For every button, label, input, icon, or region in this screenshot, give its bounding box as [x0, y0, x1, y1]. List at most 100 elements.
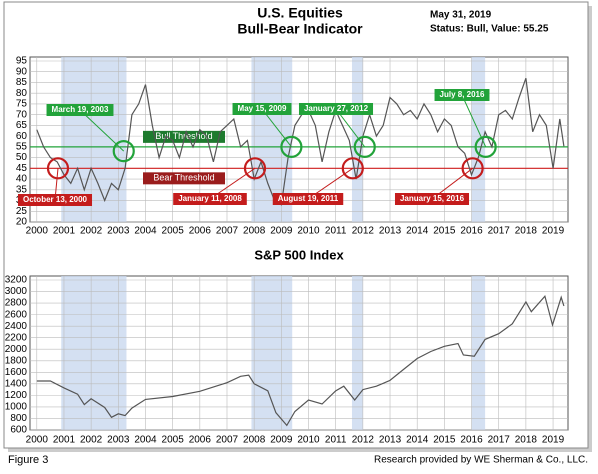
x-tick-label: 2014 [406, 226, 429, 237]
x-tick-label: 2006 [189, 435, 212, 446]
x-tick-label: 2010 [297, 226, 320, 237]
annotation-box [394, 193, 470, 205]
x-tick-label: 2005 [162, 226, 185, 237]
annotation-label: March 19, 2003 [52, 105, 109, 114]
x-tick-label: 2008 [243, 226, 266, 237]
x-tick-label: 2013 [379, 435, 402, 446]
x-tick-label: 2004 [134, 435, 157, 446]
annotation-box [173, 193, 247, 205]
annotation-leader [261, 108, 292, 148]
x-tick-label: 2019 [542, 226, 565, 237]
y-tick-label: 50 [16, 152, 28, 163]
annotation-box [46, 104, 114, 116]
x-tick-label: 2009 [270, 226, 293, 237]
y-tick-label: 1800 [5, 355, 28, 366]
x-tick-label: 2003 [107, 226, 130, 237]
x-tick-label: 2006 [189, 226, 212, 237]
y-tick-label: 55 [16, 142, 28, 153]
y-tick-label: 3200 [5, 275, 28, 286]
x-tick-label: 2011 [325, 226, 347, 237]
y-tick-label: 2000 [5, 344, 28, 355]
x-tick-label: 2003 [107, 435, 130, 446]
annotation-circle [46, 157, 70, 180]
x-tick-label: 2012 [352, 226, 375, 237]
threshold-label: Bull Threshold [155, 131, 212, 141]
y-tick-label: 95 [16, 56, 28, 67]
shaded-period [251, 276, 293, 430]
y-tick-label: 90 [16, 66, 28, 77]
y-tick-label: 1200 [5, 390, 28, 401]
y-tick-label: 25 [16, 206, 28, 217]
annotation-box [434, 89, 490, 101]
y-tick-label: 600 [10, 425, 27, 436]
y-tick-label: 1400 [5, 378, 28, 389]
annotation-leader [335, 108, 366, 148]
x-tick-label: 2018 [515, 435, 538, 446]
x-tick-label: 2013 [379, 226, 402, 237]
y-tick-label: 80 [16, 88, 28, 99]
x-tick-label: 2014 [406, 435, 429, 446]
date: May 31, 2019 [430, 10, 492, 21]
x-tick-label: 2016 [460, 435, 483, 446]
x-tick-label: 2016 [460, 226, 483, 237]
annotation-box [272, 193, 344, 205]
annotation-circle [243, 157, 267, 180]
series-line [36, 294, 565, 427]
annotation-label: January 11, 2008 [178, 194, 242, 203]
y-tick-label: 2600 [5, 309, 28, 320]
y-tick-label: 35 [16, 184, 28, 195]
annotation-label: January 15, 2016 [400, 194, 465, 203]
y-tick-label: 70 [16, 109, 28, 120]
x-tick-label: 2002 [80, 226, 103, 237]
x-tick-label: 2004 [134, 226, 157, 237]
figure-label: Figure 3 [8, 454, 48, 466]
y-tick-label: 2400 [5, 321, 28, 332]
x-tick-label: 2017 [488, 226, 511, 237]
annotation-circle [461, 157, 484, 180]
x-tick-label: 2019 [542, 435, 565, 446]
y-tick-label: 1600 [5, 367, 28, 378]
annotation-label: October 13, 2000 [23, 195, 88, 204]
annotation-circle [280, 135, 303, 158]
threshold-label: Bear Threshold [153, 173, 214, 183]
y-tick-label: 800 [10, 413, 27, 424]
chart-title: S&P 500 Index [254, 247, 344, 262]
status: Status: Bull, Value: 55.25 [430, 24, 549, 35]
x-tick-label: 2007 [216, 435, 239, 446]
x-tick-label: 2018 [515, 226, 538, 237]
y-tick-label: 20 [16, 217, 28, 228]
subtitle: Bull-Bear Indicator [237, 21, 363, 37]
x-tick-label: 2012 [352, 435, 375, 446]
annotation-circle [112, 140, 135, 163]
annotation-label: July 8, 2016 [440, 90, 485, 99]
credit: Research provided by WE Sherman & Co., L… [374, 455, 588, 466]
annotation-box [298, 103, 374, 115]
y-tick-label: 3000 [5, 286, 28, 297]
annotation-circle [474, 135, 497, 158]
y-tick-label: 2200 [5, 332, 28, 343]
annotation-label: May 15, 2009 [238, 104, 287, 113]
y-tick-label: 85 [16, 77, 28, 88]
annotation-box [17, 194, 93, 206]
title: U.S. Equities [257, 5, 343, 21]
x-tick-label: 2017 [488, 435, 511, 446]
x-tick-label: 2001 [53, 435, 76, 446]
annotation-circle [341, 157, 364, 180]
y-tick-label: 1000 [5, 402, 28, 413]
annotation-circle [353, 135, 376, 158]
x-tick-label: 2002 [80, 435, 103, 446]
threshold-box [143, 172, 225, 185]
y-tick-label: 60 [16, 131, 28, 142]
shaded-period [61, 276, 127, 430]
x-tick-label: 2010 [297, 435, 320, 446]
y-tick-label: 45 [16, 163, 28, 174]
x-tick-label: 2001 [53, 226, 76, 237]
y-tick-label: 65 [16, 120, 28, 131]
x-tick-label: 2000 [26, 226, 49, 237]
x-tick-label: 2009 [270, 435, 293, 446]
y-tick-label: 2800 [5, 298, 28, 309]
annotation-label: January 27, 2012 [304, 104, 369, 113]
x-tick-label: 2015 [433, 435, 456, 446]
